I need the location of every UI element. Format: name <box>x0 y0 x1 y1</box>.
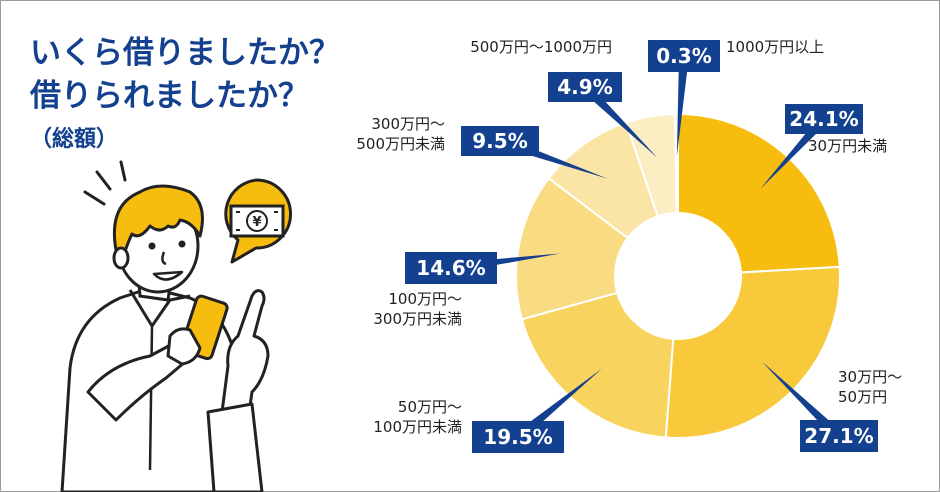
value-label: 4.9% <box>557 75 612 99</box>
callout-pointer <box>581 83 658 158</box>
value-label: 0.3% <box>656 44 711 68</box>
yen-symbol: ¥ <box>252 215 261 230</box>
value-callout-box <box>800 420 878 452</box>
donut-slices <box>515 112 841 439</box>
money-speech-bubble-icon: ¥ <box>224 178 292 264</box>
hair <box>112 184 204 264</box>
slice-3 <box>520 291 675 439</box>
right-pointing-hand <box>220 289 270 422</box>
category-label: 30万円未満 <box>808 137 887 155</box>
value-callouts: 24.1% 27.1% 19.5% 14.6% 9.5% 4.9% 0.3% <box>405 40 878 453</box>
slice-1 <box>677 112 841 274</box>
category-label: 500万円～1000万円 <box>470 38 612 56</box>
title-line-1: いくら借りましたか？ <box>30 35 340 71</box>
category-label: 300万円未満 <box>373 310 462 328</box>
value-callout-box <box>648 40 720 72</box>
value-callout-box <box>472 421 564 453</box>
value-label: 19.5% <box>483 425 552 449</box>
slice-4 <box>515 176 630 321</box>
category-label: 50万円～ <box>398 398 462 416</box>
category-label: 1000万円以上 <box>726 38 824 56</box>
slice-2 <box>664 265 841 439</box>
value-label: 14.6% <box>416 256 485 280</box>
category-label: 100万円～ <box>388 290 462 308</box>
callout-pointer <box>676 55 689 157</box>
category-label: 100万円未満 <box>373 418 462 436</box>
value-callout-box <box>548 72 622 102</box>
category-labels: 30万円未満 30万円～ 50万円 50万円～ 100万円未満 100万円～ 300万円未満… <box>356 38 902 436</box>
category-label: 30万円～ <box>838 368 902 386</box>
page-title: いくら借りましたか？ 借りられましたか？ <box>30 32 340 118</box>
category-label: 500万円未満 <box>356 135 445 153</box>
category-label: 50万円 <box>838 388 887 406</box>
excitement-lines-icon <box>83 160 127 206</box>
value-callout-box <box>461 126 539 156</box>
value-label: 27.1% <box>804 424 873 448</box>
slice-7 <box>673 112 679 215</box>
value-label: 9.5% <box>472 129 527 153</box>
value-callout-box <box>405 252 497 284</box>
shirt-collar <box>128 289 191 328</box>
category-label: 300万円～ <box>371 115 445 133</box>
title-line-2: 借りられましたか？ <box>30 78 309 114</box>
value-label: 24.1% <box>789 107 858 131</box>
value-callout-box <box>785 104 863 134</box>
page-subtitle: （総額） <box>30 127 119 152</box>
